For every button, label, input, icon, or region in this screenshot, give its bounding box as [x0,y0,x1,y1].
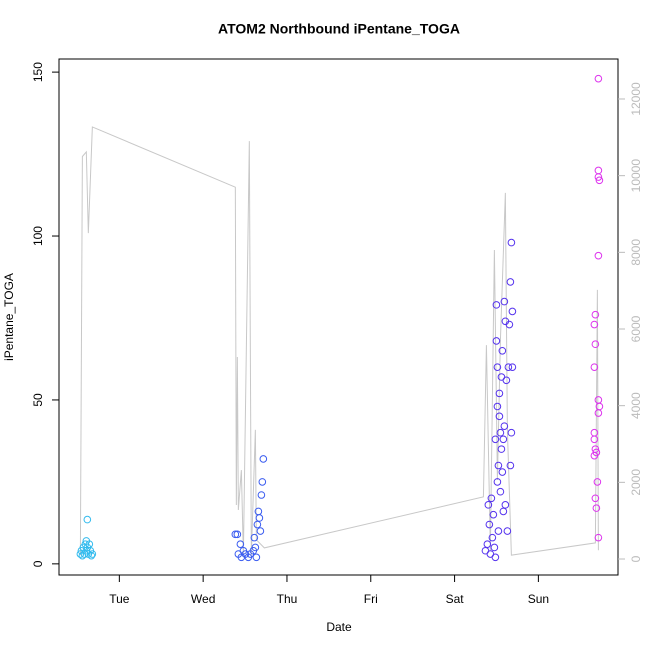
point [503,527,512,535]
x-tick-label: Sat [446,592,465,606]
point [491,553,500,562]
x-axis-label: Date [326,620,352,634]
point [591,340,600,349]
y-tick-label: 0 [31,560,45,567]
point [507,428,516,437]
point [259,455,268,463]
point [493,478,502,486]
point [593,478,602,486]
x-tick-label: Thu [277,592,298,606]
point [594,251,603,260]
point [595,176,604,185]
point [88,550,97,558]
y2-tick-label: 12000 [629,82,643,116]
y2-tick-label: 0 [629,555,643,562]
point [492,301,501,309]
point [250,533,259,542]
point [501,501,510,509]
point [487,494,496,503]
point [231,530,240,539]
y2-tick-label: 6000 [629,315,643,342]
x-tick-label: Tue [109,592,130,606]
point [508,363,517,371]
point [498,346,507,355]
point [483,540,492,548]
point [498,468,507,476]
point [590,451,599,460]
point [494,527,503,535]
y-tick-label: 50 [31,393,45,407]
point [500,422,509,430]
point [258,478,267,486]
point [508,307,517,316]
point [505,320,514,329]
point [496,487,505,496]
point [499,507,508,516]
point [494,461,503,470]
point [233,530,242,539]
x-tick-label: Sun [528,592,549,606]
point [590,320,599,329]
y-axis-label: iPentane_TOGA [2,273,16,361]
point [591,494,600,503]
point [490,543,499,552]
point [504,363,513,371]
point [257,491,266,499]
line-series [79,126,599,556]
point [256,527,265,535]
point [594,74,603,83]
point [493,402,502,411]
point [491,435,500,444]
chart-title: ATOM2 Northbound iPentane_TOGA [218,21,460,37]
y2-tick-label: 10000 [629,159,643,193]
point [253,520,262,529]
point [87,551,96,560]
y2-tick-label: 8000 [629,239,643,266]
x-tick-label: Fri [364,592,378,606]
y-tick-label: 100 [31,226,45,246]
point [506,461,515,470]
point [488,533,497,542]
point [492,337,501,345]
y-tick-label: 150 [31,62,45,82]
point [590,363,599,371]
point [497,445,506,453]
point [594,173,603,181]
point [591,310,600,319]
point [83,515,92,524]
y2-tick-label: 2000 [629,469,643,496]
point [594,409,603,417]
point [507,238,516,247]
point [590,435,599,444]
point [485,520,494,529]
point [489,510,498,519]
point [493,363,502,371]
point [484,501,493,509]
point [251,543,260,552]
point [255,514,264,522]
point [506,278,515,286]
point [495,412,504,421]
point [76,550,85,558]
x-tick-label: Wed [191,592,215,606]
point [592,504,601,512]
plot-frame [58,58,619,576]
point [594,533,603,542]
point [252,553,261,562]
point [496,428,505,437]
point [500,297,509,306]
point [502,376,511,385]
point [236,540,245,548]
point [495,389,504,398]
y2-tick-label: 4000 [629,392,643,419]
point [499,435,508,444]
